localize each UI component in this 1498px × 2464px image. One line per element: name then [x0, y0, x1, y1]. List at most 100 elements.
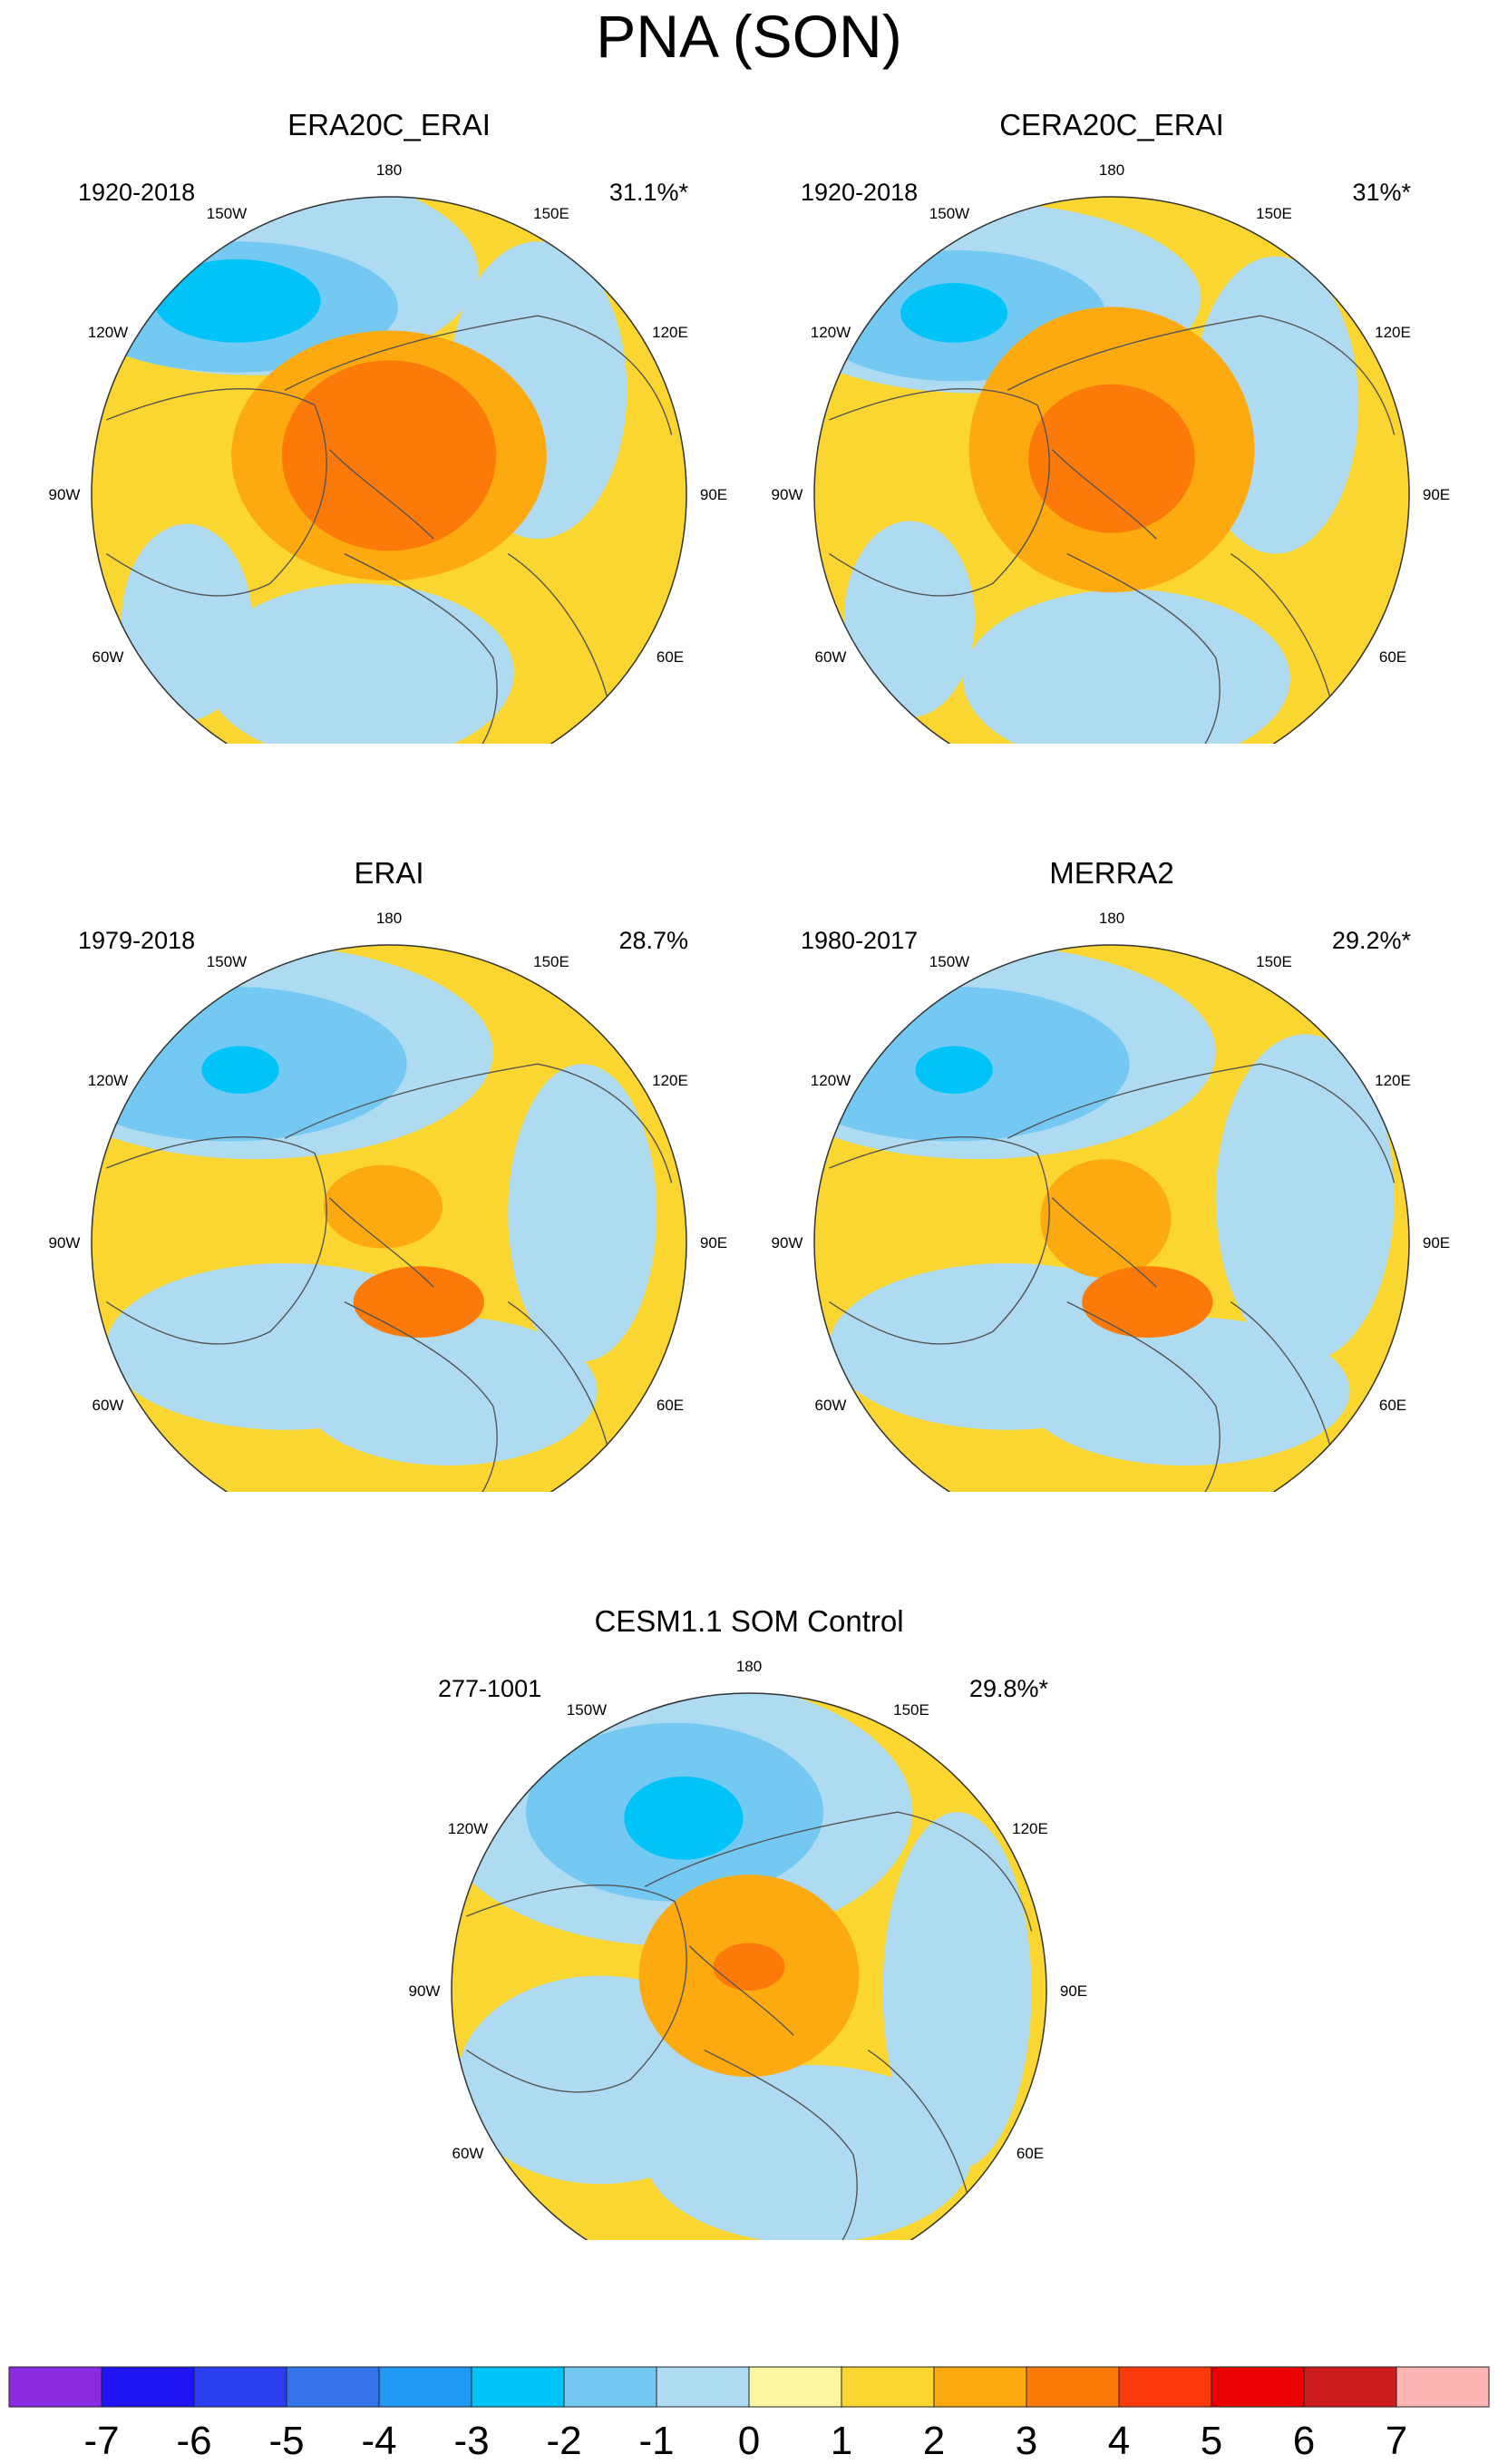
map-boundary [813, 196, 1410, 744]
polar-map: 180150E120E90E60E30E030W60W90W120W150W [49, 910, 727, 1492]
coastline [284, 1063, 673, 1183]
colorbar-label: 1 [831, 2419, 852, 2463]
map-boundary [451, 1692, 1047, 2240]
coastline [344, 1300, 498, 1492]
panel-title: ERA20C_ERAI [287, 108, 491, 141]
panel-title: ERAI [354, 856, 424, 890]
coastline [1066, 1300, 1221, 1492]
map-boundary [91, 944, 687, 1492]
negative-anomaly-contour [900, 283, 1008, 343]
colorbar-label: 3 [1016, 2419, 1037, 2463]
longitude-label: 60E [657, 1397, 684, 1414]
longitude-label: 60W [452, 2145, 484, 2162]
coastline [1230, 1301, 1336, 1466]
negative-anomaly-contour [624, 1776, 744, 1860]
colorbar-label: -6 [176, 2419, 211, 2463]
longitude-label: 120E [652, 324, 688, 341]
longitude-label: 120W [448, 1820, 488, 1837]
variance-label: 29.8%* [968, 1675, 1048, 1702]
map-boundary [813, 944, 1410, 1492]
colorbar-label: -7 [83, 2419, 119, 2463]
longitude-label: 180 [376, 910, 402, 927]
variance-label: 31%* [1352, 179, 1411, 206]
longitude-label: 150W [207, 953, 247, 970]
longitude-label: 150E [893, 1701, 929, 1719]
anomaly-region-neg1 [1215, 1034, 1395, 1362]
coastline [328, 449, 434, 540]
variance-label: 31.1%* [608, 179, 688, 206]
coastline [704, 2049, 858, 2240]
colorbar-box [656, 2366, 750, 2408]
coastline [507, 553, 613, 718]
coastline [284, 315, 673, 435]
longitude-label: 120E [1375, 1072, 1411, 1089]
coastline [1051, 1197, 1157, 1288]
longitude-label: 90E [1060, 1982, 1087, 2000]
longitude-label: 90W [772, 1234, 803, 1251]
longitude-label: 60E [657, 648, 684, 666]
anomaly-region-neg1 [204, 583, 514, 744]
positive-anomaly-contour [353, 1266, 484, 1338]
period-label: 277-1001 [438, 1675, 542, 1702]
longitude-label: 60E [1016, 2145, 1044, 2162]
coastline [867, 2050, 973, 2215]
colorbar: -7 -6 -5 -4 -3 -2 -1 0 1 2 3 4 5 6 7 [8, 2366, 1490, 2463]
colorbar-label: 4 [1108, 2419, 1130, 2463]
longitude-label: 60E [1379, 1397, 1406, 1414]
colorbar-box [841, 2366, 935, 2408]
longitude-label: 120E [1375, 324, 1411, 341]
longitude-label: 150W [929, 205, 969, 222]
colorbar-box [748, 2366, 842, 2408]
colorbar-box [1211, 2366, 1305, 2408]
colorbar-label: -3 [453, 2419, 489, 2463]
longitude-label: 90W [49, 1234, 81, 1251]
colorbar-box [193, 2366, 287, 2408]
coastline [1230, 553, 1336, 718]
colorbar-label: 7 [1386, 2419, 1407, 2463]
colorbar-label: -5 [268, 2419, 304, 2463]
colorbar-label: -4 [361, 2419, 396, 2463]
longitude-label: 120W [811, 324, 851, 341]
anomaly-region-neg1 [508, 1064, 657, 1362]
colorbar-box [1303, 2366, 1397, 2408]
period-label: 1920-2018 [78, 179, 196, 206]
anomaly-region-neg1 [645, 2065, 972, 2240]
coastline [829, 388, 1050, 597]
positive-anomaly-contour [332, 384, 463, 503]
panel-title: CERA20C_ERAI [999, 108, 1224, 141]
negative-anomaly-contour [915, 1046, 993, 1094]
figure-title: PNA (SON) [596, 3, 902, 70]
longitude-label: 90E [1423, 486, 1450, 503]
colorbar-label: 6 [1293, 2419, 1315, 2463]
coastline [1007, 315, 1396, 435]
map-boundary [91, 196, 687, 744]
longitude-label: 150W [207, 205, 247, 222]
colorbar-label: 2 [923, 2419, 945, 2463]
longitude-label: 150E [1256, 205, 1292, 222]
colorbar-box [286, 2366, 380, 2408]
colorbar-box [8, 2366, 102, 2408]
positive-anomaly-contour [1028, 384, 1195, 533]
period-label: 1920-2018 [801, 179, 919, 206]
longitude-label: 60W [815, 648, 847, 666]
longitude-label: 90E [1423, 1234, 1450, 1251]
colorbar-label: -1 [638, 2419, 674, 2463]
panel-title: MERRA2 [1049, 856, 1174, 890]
colorbar-box [1026, 2366, 1120, 2408]
longitude-label: 180 [1099, 910, 1124, 927]
longitude-label: 60W [92, 1397, 124, 1414]
longitude-label: 150E [533, 953, 569, 970]
longitude-label: 60W [92, 648, 124, 666]
longitude-label: 120E [1012, 1820, 1048, 1837]
longitude-label: 150W [567, 1701, 607, 1719]
longitude-label: 90W [409, 1982, 441, 2000]
colorbar-box [563, 2366, 657, 2408]
coastline [644, 1811, 1033, 1932]
coastline [507, 1301, 613, 1466]
coastline [1007, 1063, 1396, 1183]
coastline [328, 1197, 434, 1288]
colorbar-labels: -7 -6 -5 -4 -3 -2 -1 0 1 2 3 4 5 6 7 [83, 2419, 1407, 2463]
longitude-label: 120W [88, 324, 128, 341]
colorbar-box [101, 2366, 195, 2408]
longitude-label: 90E [700, 486, 727, 503]
